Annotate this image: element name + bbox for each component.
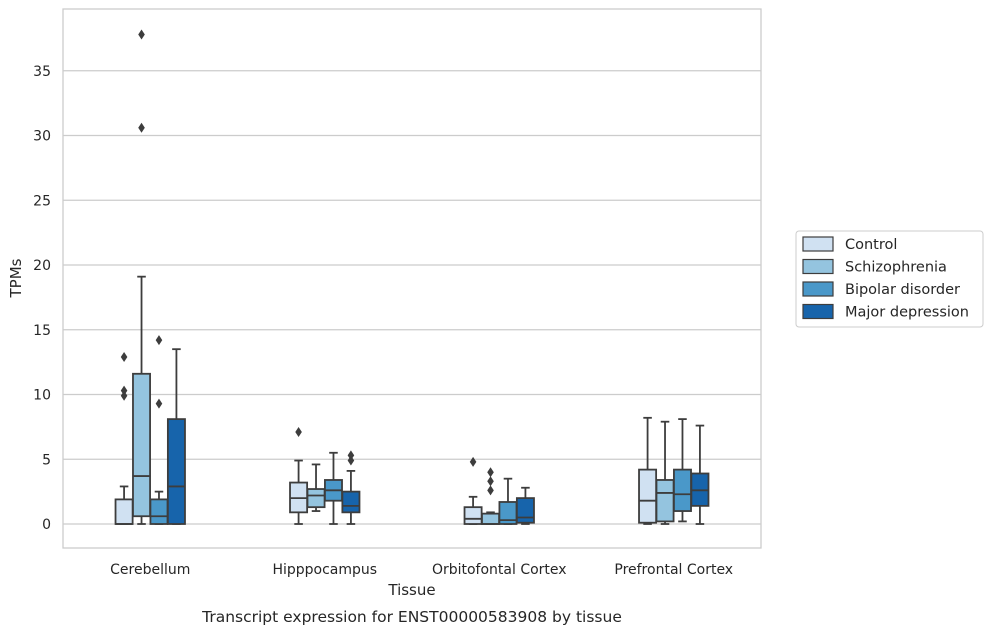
plot-frame [62, 8, 762, 549]
box-2-1 [481, 467, 500, 525]
box-body [341, 490, 361, 514]
outlier-point [138, 122, 145, 133]
outlier-point [295, 427, 302, 438]
y-tick-label: 15 [33, 323, 51, 339]
x-tick-label: Cerebellum [110, 562, 190, 578]
box-0-0 [114, 351, 134, 525]
outlier-point [120, 390, 128, 401]
legend-swatch [802, 258, 834, 275]
chart-caption: Transcript expression for ENST0000058390… [201, 608, 622, 626]
boxes [114, 29, 710, 525]
legend-swatch [802, 281, 834, 297]
outlier-point [347, 455, 355, 466]
y-tick-label: 30 [33, 129, 51, 145]
legend-swatch [802, 303, 834, 320]
x-axis-ticks: Cerebellum Hipppocampus Orbitofontal Corte… [110, 562, 733, 578]
legend-label: Control [845, 237, 897, 253]
box-3-3 [690, 424, 710, 525]
box-body [132, 372, 151, 518]
y-tick-label: 35 [33, 64, 51, 80]
legend: Control Schizophrenia Bipolar disorder Majo… [795, 230, 984, 328]
box-2-0 [463, 456, 483, 525]
box-1-2 [324, 451, 343, 525]
box-3-2 [673, 418, 692, 523]
outlier-point [469, 456, 477, 467]
box-2-2 [498, 477, 518, 525]
outlier-point [155, 335, 163, 346]
box-1-3 [341, 450, 361, 525]
box-body [149, 498, 169, 525]
box-body [655, 479, 675, 523]
box-body [638, 468, 658, 524]
box-0-3 [166, 348, 186, 525]
box-2-3 [515, 486, 535, 525]
box-body [306, 488, 326, 509]
x-tick-label: Orbitofontal Cortex [432, 562, 567, 578]
box-1-0 [289, 427, 309, 525]
y-tick-label: 20 [33, 258, 51, 274]
y-tick-label: 10 [33, 388, 51, 404]
legend-label: Bipolar disorder [845, 282, 960, 298]
legend-label: Major depression [845, 305, 969, 321]
legend-label: Schizophrenia [845, 260, 947, 276]
outlier-point [120, 385, 128, 396]
outlier-point [487, 467, 494, 478]
outlier-point [347, 450, 355, 461]
box-body [515, 497, 535, 524]
y-axis-label: TPMs [7, 258, 25, 298]
outlier-point [138, 29, 145, 40]
box-0-2 [149, 335, 169, 525]
box-body [463, 506, 483, 525]
x-tick-label: Prefrontal Cortex [614, 562, 733, 578]
box-body [166, 418, 186, 525]
box-3-0 [638, 416, 658, 525]
x-axis-label: Tissue [387, 581, 435, 599]
box-body [481, 512, 500, 525]
y-tick-label: 25 [33, 193, 51, 209]
legend-swatch [802, 236, 834, 252]
outlier-point [120, 351, 128, 362]
outlier-point [487, 476, 494, 487]
box-body [114, 498, 134, 525]
y-tick-label: 5 [42, 452, 51, 468]
outlier-point [155, 398, 163, 409]
box-1-1 [306, 463, 326, 512]
y-axis-ticks: 0 5 10 15 20 25 30 35 [33, 64, 51, 533]
y-tick-label: 0 [42, 517, 51, 533]
legend-frame [795, 230, 984, 328]
box-0-1 [132, 29, 151, 525]
x-tick-label: Hipppocampus [272, 562, 377, 578]
box-body [673, 468, 692, 512]
outlier-point [487, 485, 494, 496]
box-3-1 [655, 420, 675, 525]
